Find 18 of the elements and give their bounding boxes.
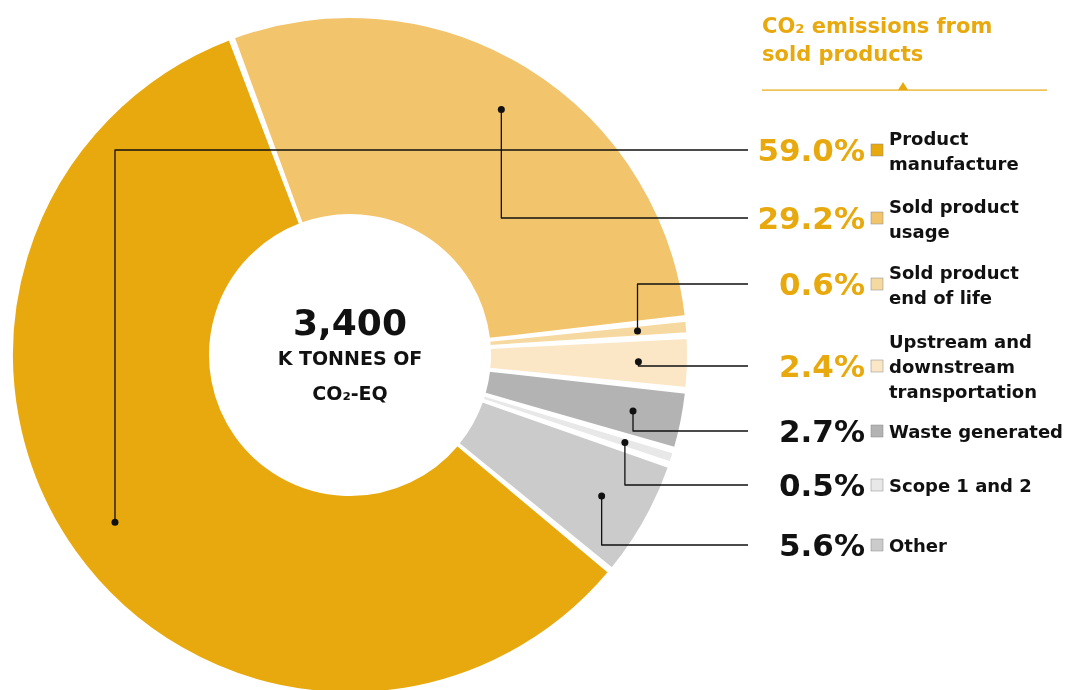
text: K TONNES OF [277,347,423,369]
data-label: 2.7% [779,413,865,449]
text: CO₂ emissions from sold products [762,14,993,66]
data-label: 2.4% [779,348,865,384]
data-label: 29.2% [757,200,865,236]
legend-label: Sold product end of life [889,261,1020,307]
legend-label: Sold product usage [889,195,1020,241]
data-label: 5.6% [779,527,865,563]
data-label: 59.0% [757,132,865,168]
text: CO₂-EQ [312,382,388,404]
text: 3,400 [293,301,407,343]
legend-label: Product manufacture [889,127,1019,173]
data-label: 0.5% [779,467,865,503]
legend-label: Other [889,534,947,556]
legend-label: Scope 1 and 2 [889,474,1032,496]
legend-label: Waste generated [889,420,1063,442]
data-label: 0.6% [779,266,865,302]
legend-label: Upstream and downstream transportation [889,330,1037,402]
